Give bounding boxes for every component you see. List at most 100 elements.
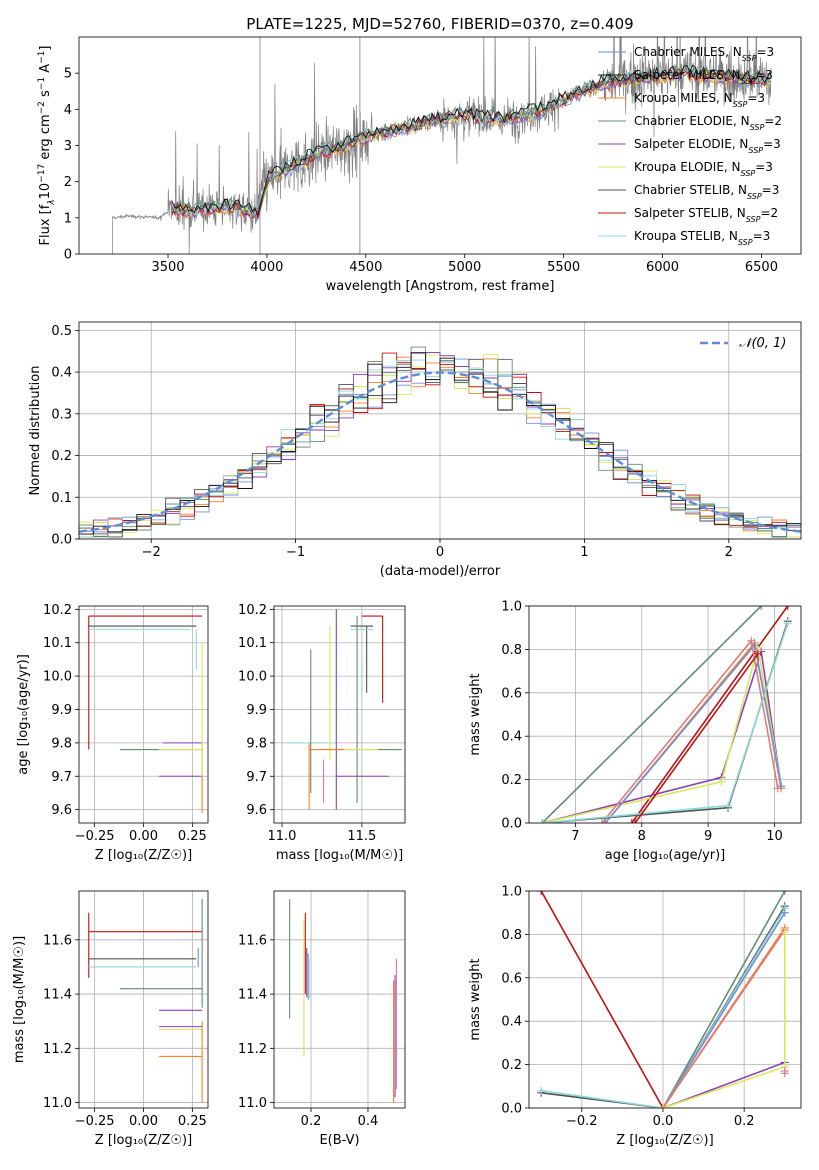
axes-frame: [273, 890, 406, 1109]
plot-area: [538, 606, 792, 823]
x-tick-label: −0.2: [566, 1114, 598, 1129]
legend-label-part: =3: [756, 45, 774, 59]
y-tick-label: 1.0: [501, 885, 522, 900]
x-tick-label: 0.00: [129, 829, 158, 844]
y-tick-label: 1: [64, 211, 72, 226]
x-tick-label: 0.25: [178, 829, 207, 844]
figure-title: PLATE=1225, MJD=52760, FIBERID=0370, z=0…: [246, 15, 633, 33]
legend-label-part: =3: [755, 160, 773, 174]
legend-label: Chabrier ELODIE, NSSP=2: [634, 114, 782, 132]
x-tick-label: 6500: [745, 260, 778, 275]
x-axis-label: (data-model)/error: [380, 564, 501, 579]
legend-label-part: =2: [764, 114, 782, 128]
weight-point-marker: [658, 1104, 667, 1108]
legend-label-part: SSP: [750, 123, 765, 132]
y-tick-label: 9.8: [246, 736, 267, 751]
legend-label: Chabrier MILES, NSSP=3: [634, 45, 774, 63]
y-tick-label: 11.2: [238, 1042, 267, 1057]
y-tick-label: 0.0: [501, 1102, 522, 1117]
legend-label: Kroupa STELIB, NSSP=3: [634, 229, 770, 247]
y-axis-label-part: −2: [37, 101, 47, 114]
y-tick-label: 3: [64, 139, 72, 154]
legend-label-part: =2: [760, 206, 778, 220]
weight-series-line: [542, 651, 782, 823]
legend-label-part: =3: [763, 137, 781, 151]
x-tick-label: 1: [580, 545, 588, 560]
x-tick-label: 9: [704, 829, 712, 844]
y-axis-label-part: erg cm: [38, 114, 53, 163]
y-tick-label: 4: [64, 103, 72, 118]
y-axis-label-part: −17: [37, 164, 47, 183]
weight-point-marker: [627, 819, 636, 823]
y-tick-label: 5: [64, 67, 72, 82]
axes-frame: [78, 890, 209, 1109]
weight-point-marker: [773, 784, 782, 793]
y-tick-label: 0.2: [51, 449, 72, 464]
plot-area: [537, 891, 789, 1108]
y-axis-label-part: Flux [f: [38, 204, 53, 245]
x-axis-label: wavelength [Angstrom, rest frame]: [326, 279, 555, 294]
plot-residual-histogram: −2 −1 0 1 2 0.0 0.1 0.2 0.3 0.4 0.5 (data-model)/er…: [28, 321, 802, 579]
y-axis-label: mass weight: [468, 673, 483, 755]
x-axis-label: E(B-V): [319, 1133, 359, 1148]
legend-label-part: SSP: [747, 192, 762, 201]
weight-point-marker: [783, 606, 792, 610]
plot-age-vs-mass: 11.0 11.5 9.6 9.7 9.8 9.9 10.0 10.1 10.2 mass [lo…: [238, 603, 406, 863]
y-tick-label: 11.2: [43, 1042, 72, 1057]
y-tick-label: 11.4: [238, 988, 267, 1003]
plot-spectrum: 3500 4000 4500 5000 5500 6000 6500 0 1 2 3 4 5 wavele…: [37, 36, 802, 294]
legend-label-part: Salpeter MILES, N: [634, 68, 741, 82]
x-axis-label: Z [log₁₀(Z/Z☉)]: [95, 1133, 192, 1148]
x-tick-label: 0.2: [301, 1114, 322, 1129]
legend-label-part: SSP: [741, 77, 756, 86]
y-axis-label: age [log₁₀(age/yr)]: [16, 654, 31, 775]
y-axis-label-part: λ: [47, 199, 57, 205]
weight-series-line: [634, 653, 759, 823]
legend-label-part: =3: [762, 183, 780, 197]
axes-frame: [78, 36, 802, 255]
x-tick-label: 3500: [151, 260, 184, 275]
weight-point-marker: [601, 819, 610, 823]
x-tick-label: 4500: [349, 260, 382, 275]
plot-area: [112, 37, 772, 254]
legend-label: Salpeter MILES, NSSP=3: [634, 68, 773, 86]
x-tick-label: 0: [436, 545, 444, 560]
x-axis-label: Z [log₁₀(Z/Z☉)]: [616, 1133, 713, 1148]
legend-label-part: SSP: [738, 238, 753, 247]
y-tick-label: 0.4: [51, 366, 72, 381]
plot-mass-vs-ebv: 0.2 0.4 11.0 11.2 11.4 11.6 E(B-V): [238, 890, 406, 1148]
y-tick-label: 9.7: [246, 770, 267, 785]
weight-point-marker: [780, 928, 789, 937]
x-axis-label: mass [log₁₀(M/M☉)]: [276, 848, 403, 863]
y-tick-label: 0.8: [501, 643, 522, 658]
x-tick-label: 4000: [250, 260, 283, 275]
y-tick-label: 0.0: [51, 533, 72, 548]
axes-frame: [78, 605, 209, 824]
weight-point-marker: [747, 636, 756, 645]
y-tick-label: 10.1: [43, 636, 72, 651]
plot-weight-vs-age: 7 8 9 10 0.0 0.2 0.4 0.6 0.8 1.0 age [log₁₀(age/yr…: [468, 600, 802, 863]
y-axis-label-part: −1: [37, 51, 47, 64]
legend-label-part: Chabrier ELODIE, N: [634, 114, 750, 128]
weight-series-line: [662, 891, 786, 1108]
y-tick-label: 10.0: [43, 670, 72, 685]
y-tick-label: 9.9: [51, 703, 72, 718]
plot-area: [289, 899, 398, 1103]
legend-label-part: Kroupa STELIB, N: [634, 229, 738, 243]
weight-series-line: [662, 912, 786, 1108]
x-axis-label: Z [log₁₀(Z/Z☉)]: [95, 848, 192, 863]
legend-label-part: Kroupa ELODIE, N: [634, 160, 741, 174]
x-tick-label: 11.0: [268, 829, 297, 844]
y-tick-label: 0.1: [51, 491, 72, 506]
y-axis-label-part: 10: [38, 183, 53, 200]
x-tick-label: 7: [571, 829, 579, 844]
y-tick-label: 0.6: [501, 971, 522, 986]
y-tick-label: 11.0: [238, 1096, 267, 1111]
legend-label-part: =3: [747, 91, 765, 105]
plot-mass-vs-Z: −0.25 0.00 0.25 11.0 11.2 11.4 11.6 Z [log₁₀(Z/…: [12, 890, 209, 1148]
x-tick-label: −2: [142, 545, 161, 560]
axes-frame: [528, 605, 802, 824]
y-tick-label: 11.0: [43, 1096, 72, 1111]
y-tick-label: 0.4: [501, 730, 522, 745]
x-tick-label: −0.25: [75, 1114, 115, 1129]
